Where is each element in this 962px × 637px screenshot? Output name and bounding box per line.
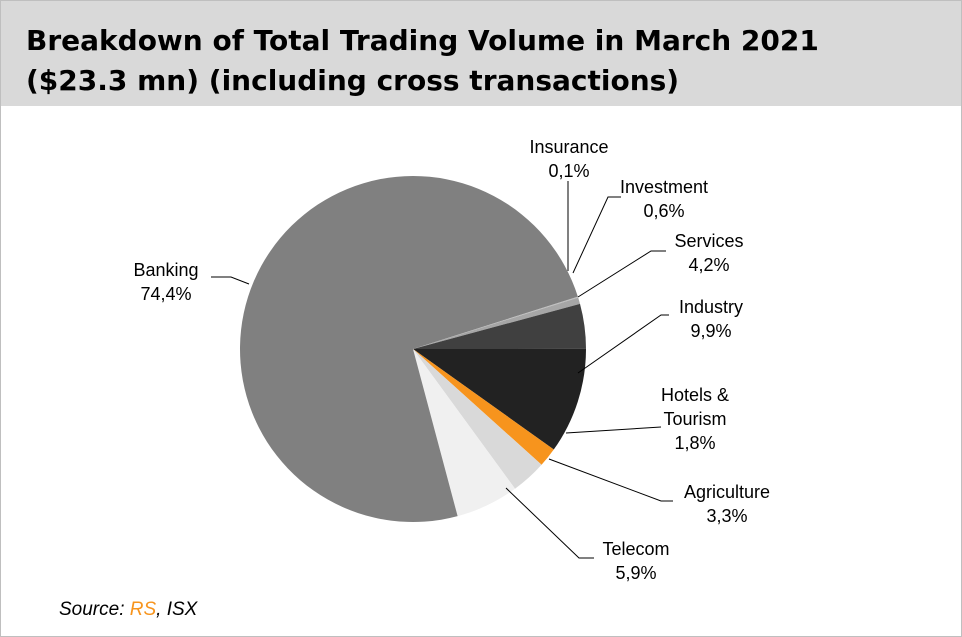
value-label: 4,2% xyxy=(688,255,730,275)
value-label: 74,4% xyxy=(140,284,192,304)
source-prefix: Source: xyxy=(59,599,130,620)
data-label: Investment 0,6% xyxy=(604,175,724,223)
category-label: Banking xyxy=(133,260,199,280)
category-label: Services xyxy=(674,231,744,251)
category-label: Telecom xyxy=(602,539,670,559)
value-label: 0,1% xyxy=(548,161,590,181)
pie-slice xyxy=(413,349,554,465)
leader-line xyxy=(577,250,666,298)
pie-slice xyxy=(413,349,516,517)
data-label: Insurance 0,1% xyxy=(509,135,629,183)
leader-line xyxy=(505,487,594,559)
source: Source: RS, ISX xyxy=(59,599,197,621)
leader-line xyxy=(211,276,250,285)
leader-line xyxy=(548,458,673,502)
source-suffix: , ISX xyxy=(156,599,198,620)
data-label: Industry 9,9% xyxy=(651,295,771,343)
source-link: RS xyxy=(129,599,157,620)
chart-title: Breakdown of Total Trading Volume in Mar… xyxy=(26,24,819,97)
data-label: Hotels & Tourism 1,8% xyxy=(645,383,745,455)
header: Breakdown of Total Trading Volume in Mar… xyxy=(1,1,961,106)
pie-slice xyxy=(413,349,542,489)
pie-slice xyxy=(413,297,581,349)
value-label: 0,6% xyxy=(643,201,685,221)
data-label: Services 4,2% xyxy=(649,229,769,277)
value-label: 1,8% xyxy=(674,433,716,453)
leader-line xyxy=(577,314,669,374)
pie-slice xyxy=(239,175,578,523)
data-label: Telecom 5,9% xyxy=(576,537,696,585)
data-label: Banking 74,4% xyxy=(106,258,226,306)
leader-line xyxy=(572,196,621,274)
value-label: 9,9% xyxy=(690,321,732,341)
data-label: Agriculture 3,3% xyxy=(667,480,787,528)
pie-slice xyxy=(413,303,586,349)
leader-line xyxy=(565,426,662,434)
value-label: 3,3% xyxy=(706,506,748,526)
category-label: Industry xyxy=(678,297,744,317)
category-label: Insurance xyxy=(529,137,609,157)
pie-slice xyxy=(413,296,579,349)
value-label: 5,9% xyxy=(615,563,657,583)
category-label: Hotels & Tourism xyxy=(660,385,730,429)
category-label: Agriculture xyxy=(683,482,771,502)
category-label: Investment xyxy=(619,177,709,197)
pie-slice xyxy=(413,348,586,450)
